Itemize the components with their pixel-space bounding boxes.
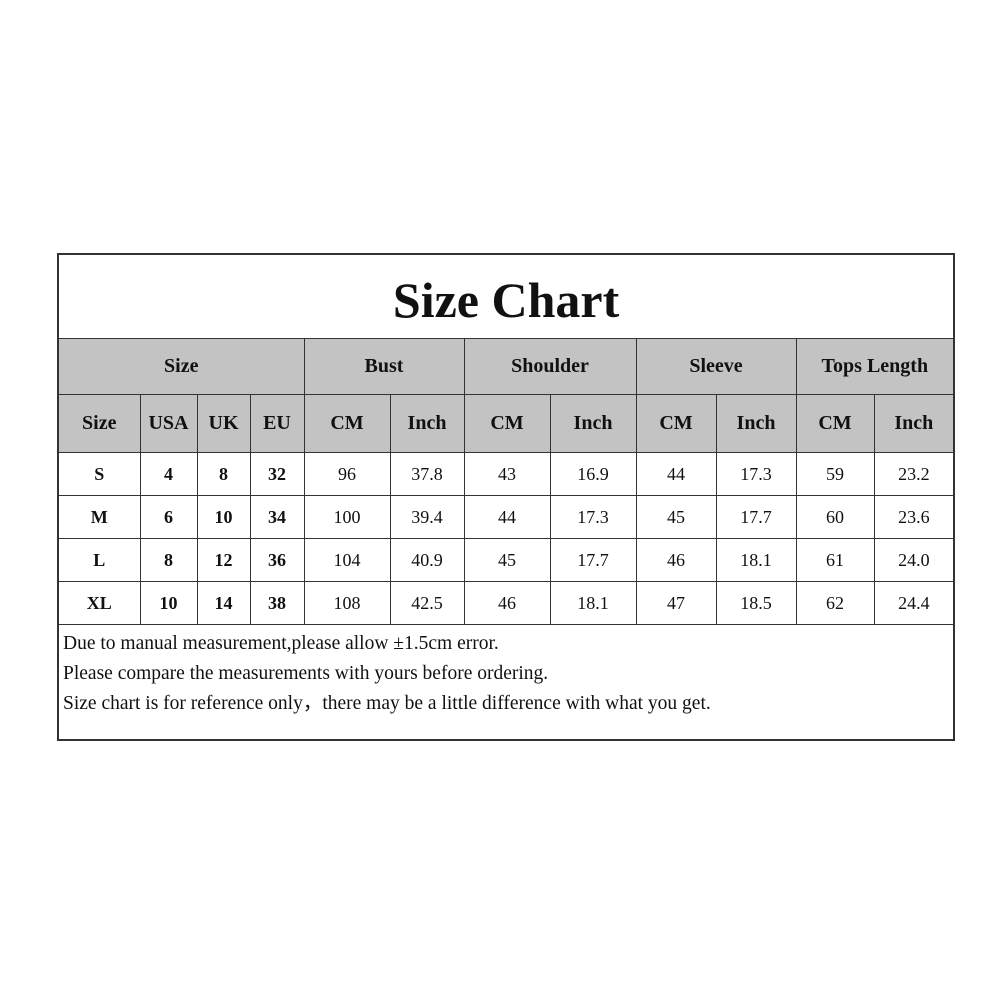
table-cell: 8 [196, 452, 251, 496]
group-header: Tops Length [795, 338, 955, 395]
column-header: CM [303, 394, 391, 453]
column-header: Inch [389, 394, 465, 453]
table-cell: 18.1 [549, 581, 637, 625]
table-cell: 46 [635, 538, 717, 582]
column-header: Size [57, 394, 141, 453]
table-cell: S [57, 452, 141, 496]
note-line: Please compare the measurements with you… [63, 663, 549, 684]
table-cell: 40.9 [389, 538, 465, 582]
group-header: Size [57, 338, 305, 395]
table-row: M 6 10 34 100 39.4 44 17.3 45 17.7 60 23.6 [57, 495, 955, 539]
group-header: Shoulder [463, 338, 637, 395]
table-cell: 38 [249, 581, 305, 625]
table-cell: L [57, 538, 141, 582]
table-cell: 17.3 [715, 452, 797, 496]
table-row: XL 10 14 38 108 42.5 46 18.1 47 18.5 62 24.4 [57, 581, 955, 625]
table-cell: 44 [463, 495, 551, 539]
column-header: CM [463, 394, 551, 453]
column-header: USA [139, 394, 198, 453]
table-cell: 10 [196, 495, 251, 539]
table-cell: 23.6 [873, 495, 955, 539]
table-cell: 24.4 [873, 581, 955, 625]
column-header: Inch [549, 394, 637, 453]
table-cell: 59 [795, 452, 875, 496]
table-cell: 43 [463, 452, 551, 496]
table-cell: 24.0 [873, 538, 955, 582]
table-cell: 6 [139, 495, 198, 539]
table-cell: 46 [463, 581, 551, 625]
table-row: L 8 12 36 104 40.9 45 17.7 46 18.1 61 24.0 [57, 538, 955, 582]
group-header: Bust [303, 338, 465, 395]
table-cell: 100 [303, 495, 391, 539]
table-cell: 108 [303, 581, 391, 625]
table-cell: 8 [139, 538, 198, 582]
table-cell: 44 [635, 452, 717, 496]
column-header: CM [635, 394, 717, 453]
column-header: Inch [715, 394, 797, 453]
table-cell: 34 [249, 495, 305, 539]
table-cell: M [57, 495, 141, 539]
table-cell: 42.5 [389, 581, 465, 625]
table-cell: 18.5 [715, 581, 797, 625]
table-cell: XL [57, 581, 141, 625]
table-cell: 36 [249, 538, 305, 582]
table-cell: 47 [635, 581, 717, 625]
table-row: S 4 8 32 96 37.8 43 16.9 44 17.3 59 23.2 [57, 452, 955, 496]
notes: Due to manual measurement,please allow ±… [57, 624, 955, 741]
note-line: Size chart is for reference only，there m… [63, 693, 711, 714]
table-cell: 37.8 [389, 452, 465, 496]
table-cell: 60 [795, 495, 875, 539]
table-cell: 104 [303, 538, 391, 582]
table-cell: 62 [795, 581, 875, 625]
table-cell: 17.7 [549, 538, 637, 582]
table-cell: 61 [795, 538, 875, 582]
table-cell: 4 [139, 452, 198, 496]
chart-title: Size Chart [57, 253, 955, 339]
table-cell: 39.4 [389, 495, 465, 539]
column-header: CM [795, 394, 875, 453]
column-header: UK [196, 394, 251, 453]
note-line: Due to manual measurement,please allow ±… [63, 633, 499, 654]
table-cell: 45 [635, 495, 717, 539]
table-cell: 32 [249, 452, 305, 496]
table-cell: 17.3 [549, 495, 637, 539]
table-cell: 17.7 [715, 495, 797, 539]
table-cell: 96 [303, 452, 391, 496]
table-cell: 16.9 [549, 452, 637, 496]
column-header: EU [249, 394, 305, 453]
table-cell: 23.2 [873, 452, 955, 496]
table-cell: 10 [139, 581, 198, 625]
table-cell: 45 [463, 538, 551, 582]
group-header: Sleeve [635, 338, 797, 395]
table-cell: 18.1 [715, 538, 797, 582]
size-chart-table: Size Chart Size Bust Shoulder Sleeve Tops Le… [57, 253, 956, 741]
column-header: Inch [873, 394, 955, 453]
table-cell: 12 [196, 538, 251, 582]
table-cell: 14 [196, 581, 251, 625]
